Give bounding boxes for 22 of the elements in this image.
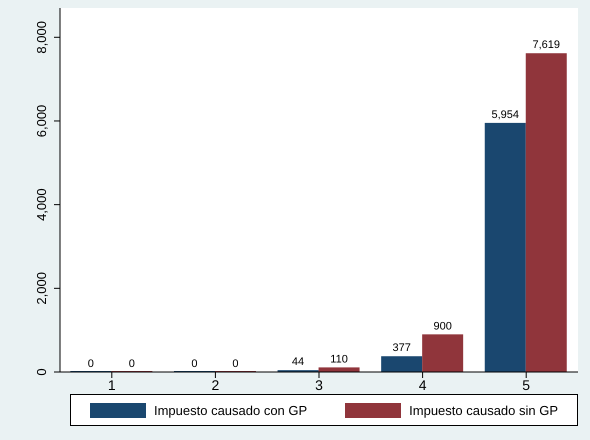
data-label: 0 (128, 358, 135, 370)
x-tick-label: 1 (108, 376, 116, 393)
y-tick-label: 4,000 (34, 188, 49, 221)
y-tick-label: 2,000 (34, 272, 49, 305)
y-tick-label: 6,000 (34, 104, 49, 138)
data-label: 0 (191, 358, 198, 370)
y-tick-label: 0 (34, 368, 49, 376)
data-label: 900 (433, 320, 452, 332)
y-tick-label: 8,000 (34, 21, 49, 54)
x-tick-label: 3 (315, 376, 324, 393)
data-label: 377 (392, 342, 411, 354)
data-label: 5,954 (491, 108, 520, 121)
data-label: 0 (88, 358, 94, 370)
x-tick-label: 2 (212, 376, 220, 393)
x-tick-label: 4 (418, 376, 427, 393)
x-tick-label: 5 (522, 376, 530, 393)
data-label: 110 (330, 353, 348, 366)
legend-label: Impuesto causado sin GP (409, 402, 558, 418)
data-label: 7,619 (532, 39, 560, 52)
data-label: 44 (292, 356, 304, 368)
legend-label: Impuesto causado con GP (154, 402, 308, 418)
data-label: 0 (232, 358, 239, 370)
